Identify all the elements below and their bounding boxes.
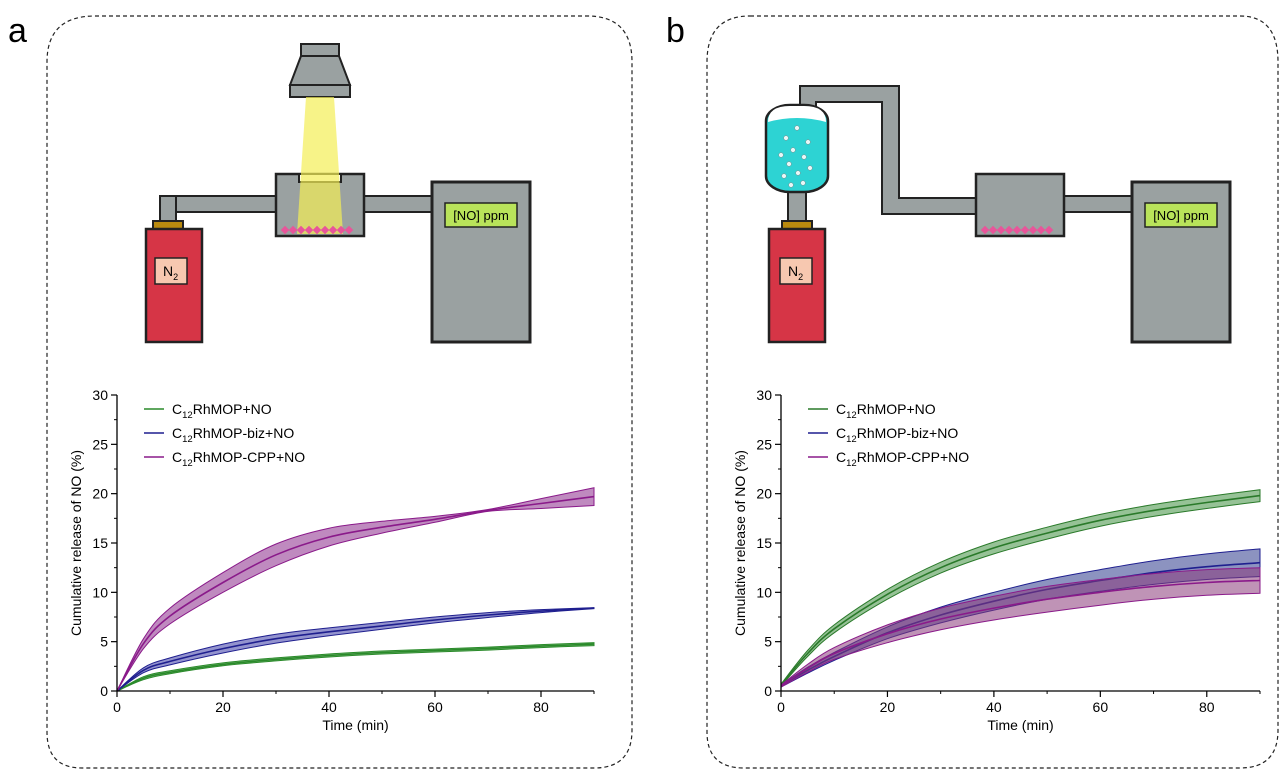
x-axis-label: Time (min): [987, 717, 1053, 733]
y-tick-label: 10: [756, 584, 772, 600]
gas-cylinder: [144, 227, 204, 344]
panel-a-letter: a: [8, 12, 27, 50]
panel-b-letter: b: [666, 12, 685, 50]
y-tick-label: 25: [92, 436, 108, 452]
series-line-2: [780, 579, 1261, 687]
y-tick-label: 20: [756, 486, 772, 502]
series-band-2: [780, 567, 1261, 688]
panel-a-frame: [46, 15, 633, 769]
x-tick-label: 0: [777, 699, 785, 715]
y-tick-label: 30: [92, 387, 108, 403]
x-tick-label: 40: [986, 699, 1002, 715]
y-tick-label: 0: [764, 683, 772, 699]
detector-label-b: [NO] ppm: [1153, 208, 1209, 223]
legend-label-0: C12RhMOP+NO: [172, 401, 272, 421]
gas-label-b: N2: [788, 263, 803, 282]
gas-label: N2: [163, 263, 178, 282]
y-axis-label: Cumulative release of NO (%): [732, 450, 748, 636]
detector-display: [444, 202, 518, 228]
x-tick-label: 20: [880, 699, 896, 715]
panel-b: b N2: [666, 12, 1279, 769]
legend-label-2: C12RhMOP-CPP+NO: [836, 449, 969, 469]
y-tick-label: 10: [92, 584, 108, 600]
legend-label-2: C12RhMOP-CPP+NO: [172, 449, 305, 469]
sample-particles: [280, 225, 354, 235]
tube-riser: [159, 195, 177, 222]
series-line-1: [116, 607, 595, 692]
legend-label-0: C12RhMOP+NO: [836, 401, 936, 421]
x-tick-label: 60: [427, 699, 443, 715]
gas-label-box: [154, 257, 188, 285]
x-tick-label: 80: [1199, 699, 1215, 715]
gas-label-box-b: [779, 257, 813, 285]
tube-right-b: [1062, 195, 1134, 213]
chart-a: 0 5 10 15 20 25 30 0 20 40 60 80 Time (min) Cumulativ…: [68, 387, 595, 733]
series-band-0: [116, 642, 595, 692]
panel-b-frame: [706, 15, 1279, 769]
series-line-2: [116, 495, 595, 692]
y-tick-label: 15: [92, 535, 108, 551]
y-tick-label: 0: [100, 683, 108, 699]
x-tick-label: 60: [1093, 699, 1109, 715]
vessel-headspace: [768, 106, 826, 122]
series-line-0: [116, 643, 595, 692]
tube-left: [159, 195, 279, 213]
tube-riser-b: [787, 189, 807, 223]
tube-right: [362, 195, 434, 213]
chart-b: 0 5 10 15 20 25 30 0 20 40 60 80 Time (min) Cumulativ…: [732, 387, 1261, 733]
light-beam: [297, 97, 343, 234]
y-tick-label: 20: [92, 486, 108, 502]
y-axis-label: Cumulative release of NO (%): [68, 450, 84, 636]
detector-display-b: [1144, 202, 1218, 228]
y-tick-label: 15: [756, 535, 772, 551]
series-line-0: [780, 494, 1261, 686]
x-tick-label: 0: [113, 699, 121, 715]
detector-label: [NO] ppm: [453, 208, 509, 223]
x-tick-label: 40: [321, 699, 337, 715]
panel-a: a N2: [8, 12, 633, 769]
legend-label-1: C12RhMOP-biz+NO: [172, 425, 294, 445]
legend-label-1: C12RhMOP-biz+NO: [836, 425, 958, 445]
y-tick-label: 5: [764, 634, 772, 650]
series-band-1: [116, 607, 595, 692]
x-tick-label: 20: [215, 699, 231, 715]
sample-chamber: [974, 172, 1066, 238]
y-tick-label: 30: [756, 387, 772, 403]
bubbler-vessel: [764, 103, 830, 194]
x-tick-label: 80: [533, 699, 549, 715]
y-tick-label: 5: [100, 634, 108, 650]
x-axis-label: Time (min): [322, 717, 388, 733]
y-tick-label: 25: [756, 436, 772, 452]
lamp-icon: [288, 43, 352, 98]
gas-cylinder-b: [767, 227, 827, 344]
bubbles: [778, 125, 813, 188]
